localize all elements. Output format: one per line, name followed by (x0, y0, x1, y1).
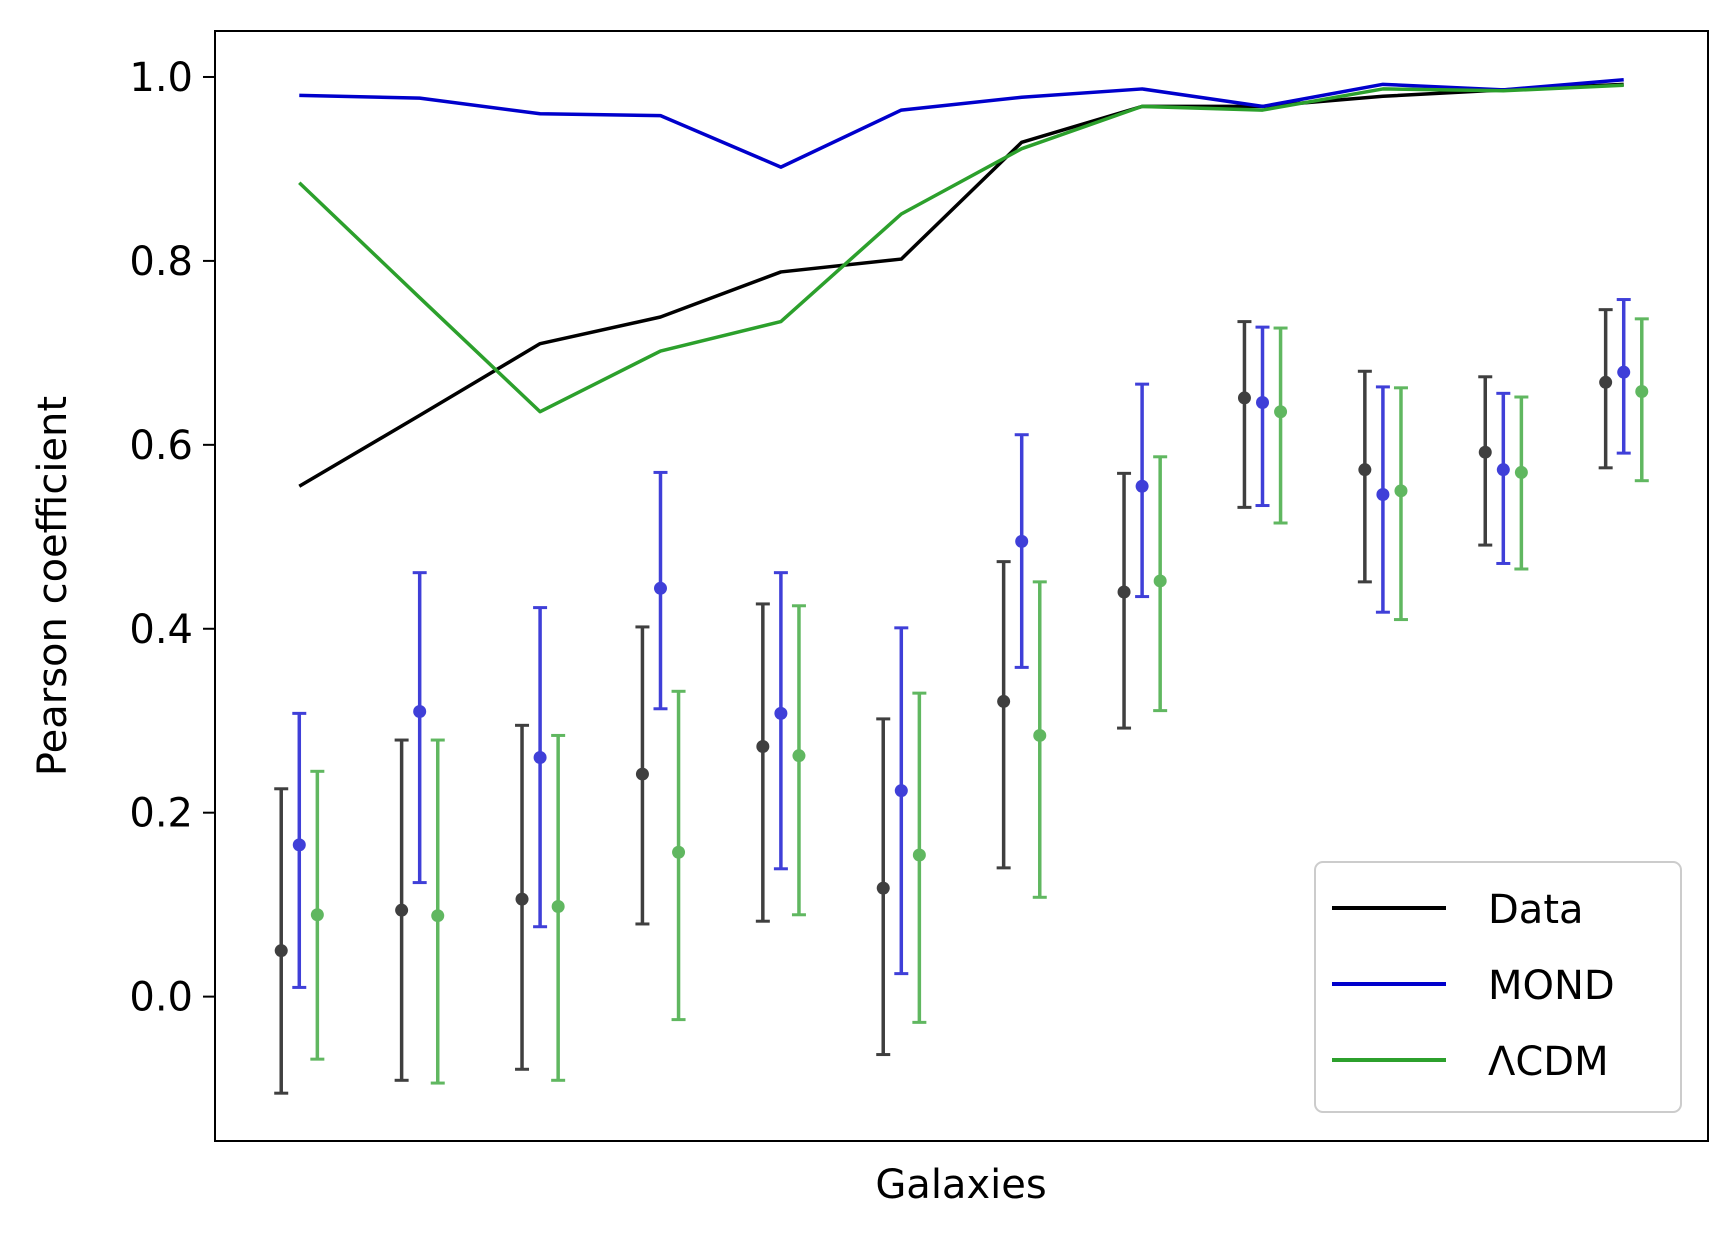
data-point (1153, 574, 1167, 588)
series-errorbars-0 (274, 308, 1613, 1095)
data-point (1376, 487, 1390, 501)
data-point (533, 751, 547, 765)
series-line-1 (299, 77, 1624, 169)
data-point (274, 944, 288, 958)
y-tick-label: 1.0 (129, 55, 193, 101)
data-point (310, 908, 324, 922)
data-point (1514, 465, 1528, 479)
legend: Data MOND ΛCDM (1314, 861, 1682, 1113)
data-point (1478, 445, 1492, 459)
data-point (431, 909, 445, 923)
y-tick-label: 0.6 (129, 423, 193, 469)
data-point (912, 848, 926, 862)
data-point (876, 881, 890, 895)
y-axis: 0.0 0.2 0.4 0.6 0.8 1.0 (129, 55, 215, 1021)
data-point (997, 694, 1011, 708)
y-tick-label: 0.0 (129, 975, 193, 1021)
data-point (1274, 405, 1288, 419)
data-point (635, 767, 649, 781)
data-point (515, 892, 529, 906)
axes-frame (214, 30, 1709, 1142)
data-point (1237, 391, 1251, 405)
data-point (653, 581, 667, 595)
plot-area (274, 77, 1649, 1095)
data-point (1015, 534, 1029, 548)
y-axis-label: Pearson coefficient (30, 396, 76, 776)
data-point (1496, 463, 1510, 477)
data-point (1599, 375, 1613, 389)
legend-label-1: MOND (1488, 963, 1615, 1009)
data-point (1635, 384, 1649, 398)
x-axis-label: Galaxies (875, 1162, 1046, 1208)
series-errorbars-1 (292, 298, 1631, 989)
data-point (551, 899, 565, 913)
legend-frame (1314, 861, 1682, 1113)
data-point (1033, 728, 1047, 742)
data-point (1135, 479, 1149, 493)
y-tick-label: 0.2 (129, 791, 193, 837)
data-point (1256, 396, 1270, 410)
data-point (1394, 484, 1408, 498)
series-line-0 (298, 82, 1624, 488)
y-tick-label: 0.8 (129, 239, 193, 285)
legend-label-2: ΛCDM (1488, 1039, 1609, 1085)
series-line-2 (298, 83, 1624, 414)
data-point (894, 784, 908, 798)
data-point (413, 705, 427, 719)
data-point (792, 749, 806, 763)
data-point (1617, 365, 1631, 379)
data-point (1117, 585, 1131, 599)
data-point (672, 845, 686, 859)
legend-label-0: Data (1488, 887, 1584, 933)
series-errorbars-2 (310, 317, 1649, 1085)
data-point (292, 838, 306, 852)
y-tick-label: 0.4 (129, 607, 193, 653)
data-point (756, 739, 770, 753)
data-point (1358, 463, 1372, 477)
data-point (774, 706, 788, 720)
data-point (395, 903, 409, 917)
